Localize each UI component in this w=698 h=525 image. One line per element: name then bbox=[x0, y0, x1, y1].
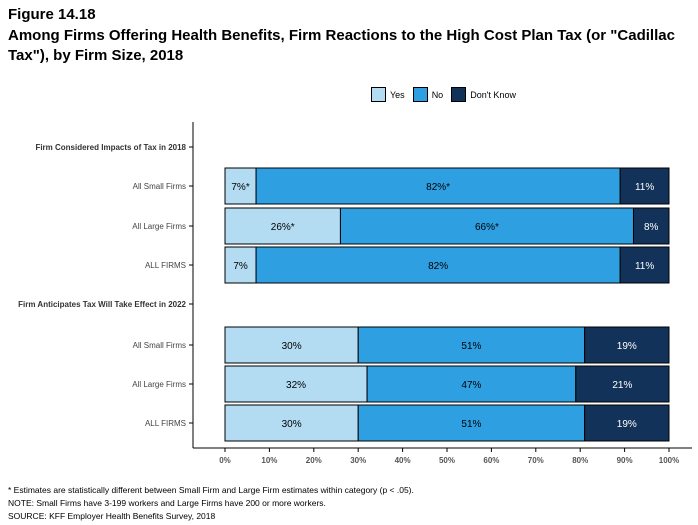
group-header: Firm Anticipates Tax Will Take Effect in… bbox=[18, 300, 186, 309]
data-label: 82%* bbox=[426, 182, 450, 193]
legend-label-dont-know: Don't Know bbox=[470, 89, 516, 100]
legend-label-yes: Yes bbox=[390, 89, 405, 100]
x-tick-label: 30% bbox=[350, 456, 366, 465]
bar-segment-dont-know bbox=[584, 326, 670, 364]
data-label: 66%* bbox=[475, 222, 499, 233]
row-label: ALL FIRMS bbox=[145, 261, 186, 270]
bar-segment-dont-know bbox=[575, 365, 670, 403]
data-label: 51% bbox=[461, 341, 481, 352]
row-label: All Large Firms bbox=[132, 222, 186, 231]
x-tick-label: 0% bbox=[219, 456, 231, 465]
legend-swatch-dont-know bbox=[451, 87, 467, 102]
bar-segment-dont-know bbox=[619, 246, 670, 284]
notes: * Estimates are statistically different … bbox=[8, 484, 414, 523]
bar-segment-yes bbox=[224, 326, 359, 364]
data-label: 19% bbox=[617, 341, 637, 352]
figure-number: Figure 14.18 bbox=[8, 6, 96, 23]
data-label: 7% bbox=[233, 261, 248, 272]
bar-segment-dont-know bbox=[632, 207, 670, 245]
x-tick-label: 90% bbox=[617, 456, 633, 465]
legend-item-no: No bbox=[412, 87, 444, 102]
x-tick-label: 20% bbox=[306, 456, 322, 465]
data-label: 21% bbox=[612, 380, 632, 391]
data-label: 19% bbox=[617, 419, 637, 430]
x-tick-label: 60% bbox=[483, 456, 499, 465]
footnote-firm-size: NOTE: Small Firms have 3-199 workers and… bbox=[8, 498, 326, 508]
data-label: 30% bbox=[282, 341, 302, 352]
bar-segment-yes bbox=[224, 365, 368, 403]
bar-segment-dont-know bbox=[584, 404, 670, 442]
data-label: 26%* bbox=[271, 222, 295, 233]
x-tick-label: 100% bbox=[659, 456, 679, 465]
data-label: 30% bbox=[282, 419, 302, 430]
legend: Yes No Don't Know bbox=[371, 87, 524, 102]
bar-segment-no bbox=[255, 246, 621, 284]
x-tick-label: 40% bbox=[395, 456, 411, 465]
bar-segment-dont-know bbox=[619, 167, 670, 205]
legend-label-no: No bbox=[431, 89, 444, 100]
legend-item-yes: Yes bbox=[371, 87, 405, 102]
legend-item-dont-know: Don't Know bbox=[451, 87, 516, 102]
data-label: 47% bbox=[461, 380, 481, 391]
data-label: 11% bbox=[635, 182, 654, 193]
legend-swatch-yes bbox=[371, 87, 386, 102]
row-label: ALL FIRMS bbox=[145, 419, 186, 428]
row-label: All Small Firms bbox=[133, 341, 186, 350]
bar-segment-no bbox=[357, 326, 586, 364]
x-tick-label: 80% bbox=[572, 456, 588, 465]
x-tick-label: 50% bbox=[439, 456, 455, 465]
footnote-source: SOURCE: KFF Employer Health Benefits Sur… bbox=[8, 511, 216, 521]
data-label: 82% bbox=[428, 261, 448, 272]
row-label: All Large Firms bbox=[132, 380, 186, 389]
group-header: Firm Considered Impacts of Tax in 2018 bbox=[35, 143, 186, 152]
footnote-significance: * Estimates are statistically different … bbox=[8, 485, 414, 495]
row-label: All Small Firms bbox=[133, 182, 186, 191]
x-tick-label: 70% bbox=[528, 456, 544, 465]
bar-segment-no bbox=[357, 404, 586, 442]
data-label: 8% bbox=[644, 222, 659, 233]
bar-segment-no bbox=[339, 207, 634, 245]
figure-title: Among Firms Offering Health Benefits, Fi… bbox=[8, 27, 675, 64]
data-label: 7%* bbox=[231, 182, 249, 193]
data-label: 11% bbox=[635, 261, 654, 272]
data-label: 32% bbox=[286, 380, 306, 391]
x-tick-label: 10% bbox=[261, 456, 277, 465]
data-label: 51% bbox=[461, 419, 481, 430]
legend-swatch-no bbox=[412, 87, 428, 102]
bar-segment-yes bbox=[224, 246, 257, 284]
